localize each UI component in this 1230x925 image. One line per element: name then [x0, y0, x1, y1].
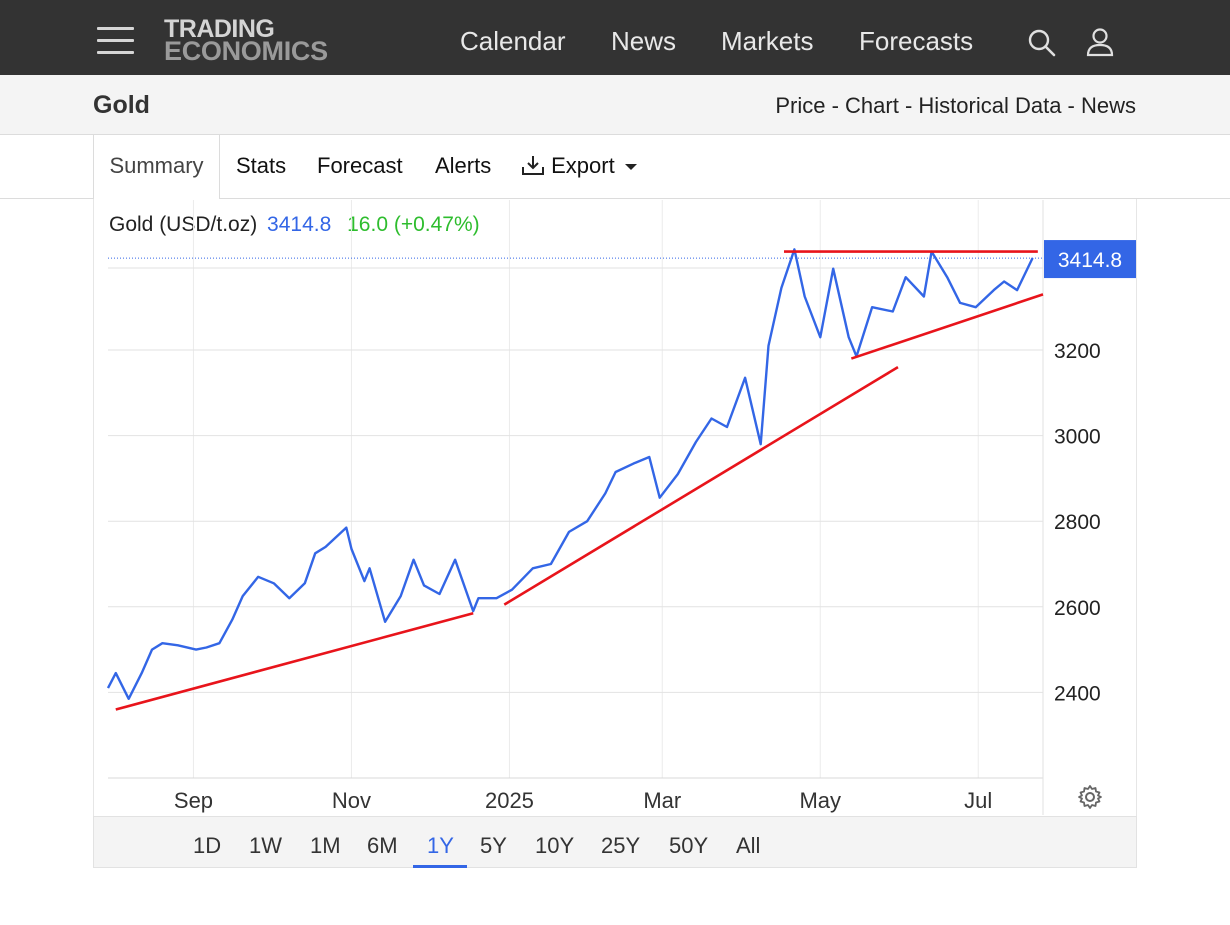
range-6m[interactable]: 6M	[367, 833, 398, 858]
chart-legend: Gold (USD/t.oz) 3414.8 16.0 (+0.47%)	[109, 213, 480, 237]
logo-line-1: TRADING	[164, 15, 275, 43]
user-account-icon[interactable]	[1086, 27, 1114, 62]
x-tick-label: Nov	[332, 788, 371, 813]
chart-tabs: Summary Stats Forecast Alerts Export	[0, 135, 1230, 199]
last-price-tag	[1044, 240, 1136, 279]
export-label: Export	[551, 153, 615, 178]
y-tick-label: 2800	[1054, 511, 1101, 534]
top-navbar: TRADING ECONOMICS Calendar News Markets …	[0, 0, 1230, 75]
legend-price: 3414.8	[267, 213, 332, 236]
tab-stats[interactable]: Stats	[236, 153, 287, 178]
legend-series-name: Gold (USD/t.oz)	[109, 213, 258, 236]
y-tick-label: 2600	[1054, 597, 1101, 620]
range-1y[interactable]: 1Y	[427, 833, 454, 858]
x-tick-label: 2025	[485, 788, 534, 813]
legend-change: 16.0 (+0.47%)	[347, 213, 480, 236]
range-10y[interactable]: 10Y	[535, 833, 575, 858]
chart-settings-gear-icon[interactable]	[1077, 784, 1103, 815]
instrument-header: Gold Price - Chart - Historical Data - N…	[0, 75, 1230, 135]
x-tick-label: Mar	[643, 788, 681, 813]
tab-summary[interactable]: Summary	[93, 135, 220, 199]
hamburger-menu-icon[interactable]	[97, 27, 134, 55]
trendline	[115, 611, 474, 711]
site-logo[interactable]: TRADING ECONOMICS	[164, 15, 328, 66]
x-tick-label: May	[799, 788, 841, 813]
range-50y[interactable]: 50Y	[669, 833, 709, 858]
range-1m[interactable]: 1M	[310, 833, 341, 858]
chart-frame	[93, 199, 1137, 868]
download-icon	[521, 153, 545, 178]
price-series-line	[106, 248, 1034, 700]
range-all[interactable]: All	[736, 833, 761, 858]
range-25y[interactable]: 25Y	[601, 833, 641, 858]
search-icon[interactable]	[1027, 28, 1057, 63]
nav-calendar[interactable]: Calendar	[460, 26, 566, 56]
tab-alerts[interactable]: Alerts	[435, 153, 492, 178]
trendline	[850, 293, 1044, 360]
active-range-indicator	[413, 865, 467, 868]
y-tick-label: 2400	[1054, 682, 1101, 705]
range-5y[interactable]: 5Y	[480, 833, 507, 858]
range-selector: 1D 1W 1M 6M 1Y 5Y 10Y 25Y 50Y All	[93, 816, 1137, 868]
logo-line-2: ECONOMICS	[164, 36, 328, 66]
range-1d[interactable]: 1D	[193, 833, 222, 858]
x-tick-label: Sep	[174, 788, 213, 813]
x-tick-label: Jul	[964, 788, 992, 813]
export-button[interactable]: Export	[521, 153, 637, 179]
page-title: Gold	[93, 91, 150, 119]
last-price-tag-label: 3414.8	[1058, 249, 1122, 272]
nav-news[interactable]: News	[611, 26, 677, 56]
y-tick-label: 3200	[1054, 340, 1101, 363]
y-tick-label: 3000	[1054, 426, 1101, 449]
caret-down-icon	[624, 164, 637, 171]
section-links[interactable]: Price - Chart - Historical Data - News	[775, 93, 1136, 118]
tab-forecast[interactable]: Forecast	[317, 153, 403, 178]
nav-forecasts[interactable]: Forecasts	[859, 26, 974, 56]
range-1w[interactable]: 1W	[249, 833, 282, 858]
nav-markets[interactable]: Markets	[721, 26, 814, 56]
trendline	[503, 366, 899, 606]
